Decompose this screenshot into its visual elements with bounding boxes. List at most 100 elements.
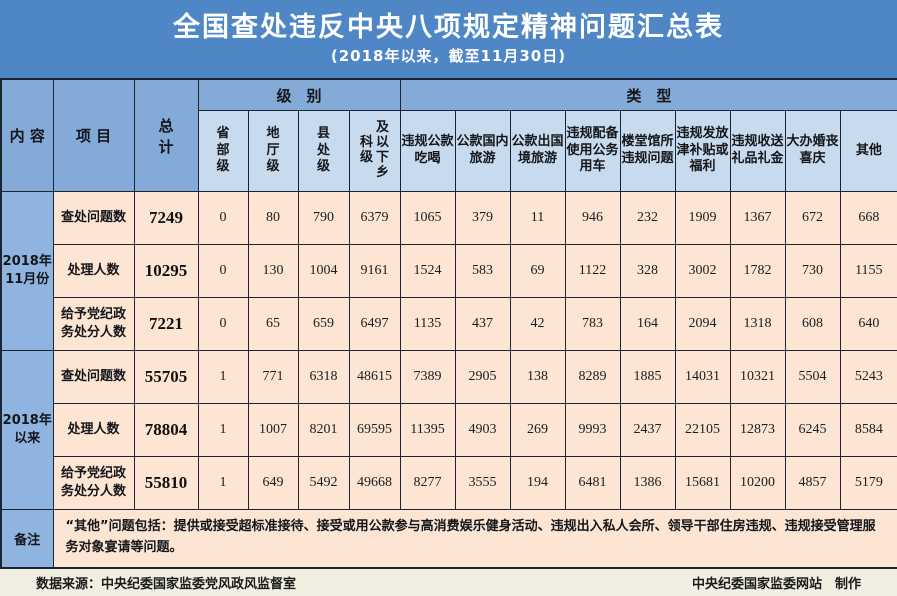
row-label: 给予党纪政务处分人数 [52,456,135,510]
data-cell: 1135 [399,297,456,351]
data-cell: 1155 [839,244,897,298]
total-value: 78804 [133,403,199,457]
data-cell: 2437 [619,403,676,457]
data-cell: 1 [197,456,249,510]
page-subtitle: (2018年以来，截至11月30日) [330,47,567,66]
footer-bar: 数据来源：中央纪委国家监委党风政风监督室 中央纪委国家监委网站 制作 [0,568,897,596]
note-header: 备注 [0,509,54,568]
data-cell: 130 [247,244,299,298]
data-cell: 1885 [619,350,676,404]
col-header-official-vehicles: 违规配备 使用公务 用车 [564,110,621,192]
data-cell: 11 [509,191,566,245]
data-cell: 69595 [348,403,401,457]
table-row: 处理人数 78804 1 1007 8201 69595 11395 4903 … [1,403,897,457]
table-row: 2018年 以来 查处问题数 55705 1 771 6318 48615 73… [0,350,897,510]
period-label-since-2018: 2018年 以来 [0,350,54,510]
data-cell: 138 [509,350,566,404]
data-cell: 6497 [348,297,401,351]
data-cell: 14031 [674,350,731,404]
table-row: 2018年 11月份 查处问题数 7249 0 80 790 6379 1065… [0,191,897,351]
title-bar: 全国查处违反中央八项规定精神问题汇总表 (2018年以来，截至11月30日) [0,0,897,78]
table-row: 处理人数 10295 0 130 1004 9161 1524 583 69 1… [1,244,897,298]
data-cell: 2094 [674,297,731,351]
total-value: 10295 [133,244,199,298]
data-cell: 783 [564,297,621,351]
data-cell: 10321 [729,350,786,404]
total-value: 55810 [133,456,199,510]
data-cell: 42 [509,297,566,351]
data-cell: 771 [247,350,299,404]
data-cell: 11395 [399,403,456,457]
data-cell: 328 [619,244,676,298]
data-cell: 1004 [297,244,350,298]
data-cell: 3002 [674,244,731,298]
summary-table: 内 容 项 目 总 计 级 别 类 型 省 部 级 地 厅 级 县 处 级 科 … [0,78,897,569]
table-row: 给予党纪政务处分人数 55810 1 649 5492 49668 8277 3… [1,456,897,510]
township-level-left-chars: 科 级 [359,135,373,165]
data-cell: 12873 [729,403,786,457]
data-cell: 9161 [348,244,401,298]
data-cell: 15681 [674,456,731,510]
data-cell: 1909 [674,191,731,245]
data-cell: 194 [509,456,566,510]
data-cell: 232 [619,191,676,245]
data-cell: 8201 [297,403,350,457]
row-label: 处理人数 [52,403,135,457]
col-header-provincial-level: 省 部 级 [197,110,249,192]
total-value: 7249 [133,191,199,245]
data-cell: 1782 [729,244,786,298]
note-text: “其他”问题包括：提供或接受超标准接待、接受或用公款参与高消费娱乐健身活动、违规… [52,509,897,568]
col-header-domestic-travel: 公款国内 旅游 [454,110,511,192]
data-cell: 5492 [297,456,350,510]
page-title: 全国查处违反中央八项规定精神问题汇总表 [173,11,724,43]
col-header-buildings-violations: 楼堂馆所 违规问题 [619,110,676,192]
note-row: 备注 “其他”问题包括：提供或接受超标准接待、接受或用公款参与高消费娱乐健身活动… [0,509,897,568]
data-cell: 1065 [399,191,456,245]
table-row: 给予党纪政务处分人数 7221 0 65 659 6497 1135 437 4… [1,297,897,351]
data-cell: 4903 [454,403,511,457]
col-header-content: 内 容 [0,78,54,192]
col-header-overseas-travel: 公款出国 境旅游 [509,110,566,192]
period-label-nov-2018: 2018年 11月份 [0,191,54,351]
data-cell: 1007 [247,403,299,457]
data-cell: 790 [297,191,350,245]
col-header-weddings-funerals: 大办婚丧 喜庆 [784,110,841,192]
data-cell: 583 [454,244,511,298]
data-cell: 49668 [348,456,401,510]
producer-text: 中央纪委国家监委网站 制作 [691,576,861,592]
data-cell: 6379 [348,191,401,245]
data-cell: 5504 [784,350,841,404]
data-cell: 1 [197,403,249,457]
col-header-other: 其他 [839,110,897,192]
data-cell: 2905 [454,350,511,404]
data-cell: 0 [197,191,249,245]
data-cell: 164 [619,297,676,351]
data-cell: 668 [839,191,897,245]
data-cell: 649 [247,456,299,510]
row-label: 给予党纪政务处分人数 [52,297,135,351]
row-label: 查处问题数 [52,191,135,245]
data-cell: 80 [247,191,299,245]
data-cell: 22105 [674,403,731,457]
data-cell: 6318 [297,350,350,404]
township-level-right-chars: 及 以 下 乡 [376,120,390,180]
data-cell: 1524 [399,244,456,298]
data-cell: 0 [197,244,249,298]
data-cell: 946 [564,191,621,245]
data-cell: 640 [839,297,897,351]
data-cell: 269 [509,403,566,457]
col-header-subsidies-welfare: 违规发放 津补贴或 福利 [674,110,731,192]
col-header-total: 总 计 [133,78,199,192]
total-value: 7221 [133,297,199,351]
data-cell: 437 [454,297,511,351]
total-value: 55705 [133,350,199,404]
data-cell: 8277 [399,456,456,510]
data-cell: 1386 [619,456,676,510]
data-cell: 6481 [564,456,621,510]
data-cell: 1367 [729,191,786,245]
col-header-prefecture-level: 地 厅 级 [247,110,299,192]
group-header-type: 类 型 [399,78,897,111]
col-header-gifts-money: 违规收送 礼品礼金 [729,110,786,192]
data-source-text: 数据来源：中央纪委国家监委党风政风监督室 [36,576,297,592]
